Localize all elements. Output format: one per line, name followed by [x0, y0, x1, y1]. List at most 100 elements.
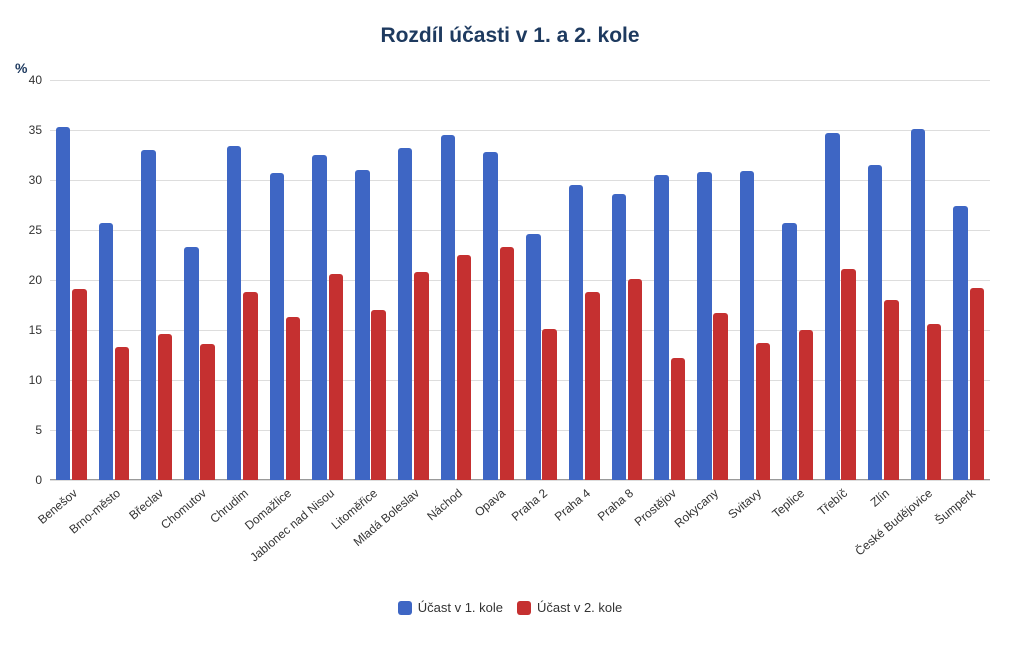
bar [799, 330, 814, 480]
bar-group [93, 80, 136, 480]
bar-group [264, 80, 307, 480]
bar-group [862, 80, 905, 480]
bar [628, 279, 643, 480]
bar [329, 274, 344, 480]
bar-group [221, 80, 264, 480]
x-tick-label: Teplice [769, 486, 807, 521]
bar-group [178, 80, 221, 480]
x-tick-label: Svitavy [725, 486, 764, 522]
bar [585, 292, 600, 480]
x-tick-label: Třebíč [815, 486, 850, 519]
bar [569, 185, 584, 480]
bar-group [776, 80, 819, 480]
bar-group [947, 80, 990, 480]
bar [927, 324, 942, 480]
y-tick-label: 30 [29, 173, 42, 187]
x-tick-label: Náchod [424, 486, 465, 523]
x-tick-label: Prostějov [631, 486, 678, 529]
legend-label: Účast v 2. kole [537, 600, 622, 615]
x-tick-label: Břeclav [126, 486, 166, 522]
x-tick-label: Chomutov [158, 486, 209, 532]
legend-swatch [398, 601, 412, 615]
x-tick-label: Opava [472, 486, 508, 519]
bar [457, 255, 472, 480]
bar [654, 175, 669, 480]
bar-group [648, 80, 691, 480]
bar [286, 317, 301, 480]
x-tick-label: Rokycany [672, 486, 721, 531]
bar [612, 194, 627, 480]
bar [526, 234, 541, 480]
legend-label: Účast v 1. kole [418, 600, 503, 615]
x-tick-label: Praha 4 [552, 486, 593, 524]
bar-group [392, 80, 435, 480]
bar [312, 155, 327, 480]
bar [441, 135, 456, 480]
bar [72, 289, 87, 480]
x-tick-label: České Budějovice [852, 486, 935, 558]
bar [243, 292, 258, 480]
bar-group [734, 80, 777, 480]
y-tick-label: 0 [35, 473, 42, 487]
bar [697, 172, 712, 480]
bar [227, 146, 242, 480]
bar-group [606, 80, 649, 480]
bar [141, 150, 156, 480]
bar-group [477, 80, 520, 480]
bar [868, 165, 883, 480]
bars-layer [50, 80, 990, 480]
bar [542, 329, 557, 480]
bar-group [435, 80, 478, 480]
chart-container: Rozdíl účasti v 1. a 2. kole % 051015202… [0, 0, 1020, 650]
bar [756, 343, 771, 480]
bar-group [691, 80, 734, 480]
bar [713, 313, 728, 480]
y-tick-label: 20 [29, 273, 42, 287]
bar [56, 127, 71, 480]
y-tick-label: 25 [29, 223, 42, 237]
bar [115, 347, 130, 480]
bar-group [50, 80, 93, 480]
bar [158, 334, 173, 480]
y-axis-label: % [15, 60, 27, 76]
legend-item: Účast v 1. kole [398, 600, 503, 615]
bar [99, 223, 114, 480]
bar [500, 247, 515, 480]
bar [270, 173, 285, 480]
bar [671, 358, 686, 480]
x-tick-label: Praha 2 [509, 486, 550, 524]
bar [970, 288, 985, 480]
x-tick-label: Zlín [868, 486, 892, 510]
bar-group [349, 80, 392, 480]
bar [884, 300, 899, 480]
y-tick-label: 10 [29, 373, 42, 387]
legend: Účast v 1. kole Účast v 2. kole [0, 600, 1020, 615]
x-tick-label: Praha 8 [595, 486, 636, 524]
bar [184, 247, 199, 480]
bar [911, 129, 926, 480]
bar [398, 148, 413, 480]
bar-group [135, 80, 178, 480]
bar [953, 206, 968, 480]
y-tick-label: 35 [29, 123, 42, 137]
bar [200, 344, 215, 480]
bar [414, 272, 429, 480]
y-tick-label: 40 [29, 73, 42, 87]
legend-item: Účast v 2. kole [517, 600, 622, 615]
bar-group [563, 80, 606, 480]
legend-swatch [517, 601, 531, 615]
chart-plot-area: 0510152025303540 BenešovBrno-městoBřecla… [50, 80, 990, 480]
y-tick-label: 15 [29, 323, 42, 337]
bar [782, 223, 797, 480]
bar [483, 152, 498, 480]
x-tick-label: Šumperk [932, 486, 978, 528]
bar-group [905, 80, 948, 480]
bar [740, 171, 755, 480]
y-tick-label: 5 [35, 423, 42, 437]
gridline [50, 480, 990, 481]
bar-group [520, 80, 563, 480]
bar-group [306, 80, 349, 480]
chart-title: Rozdíl účasti v 1. a 2. kole [0, 0, 1020, 48]
bar [825, 133, 840, 480]
bar [355, 170, 370, 480]
